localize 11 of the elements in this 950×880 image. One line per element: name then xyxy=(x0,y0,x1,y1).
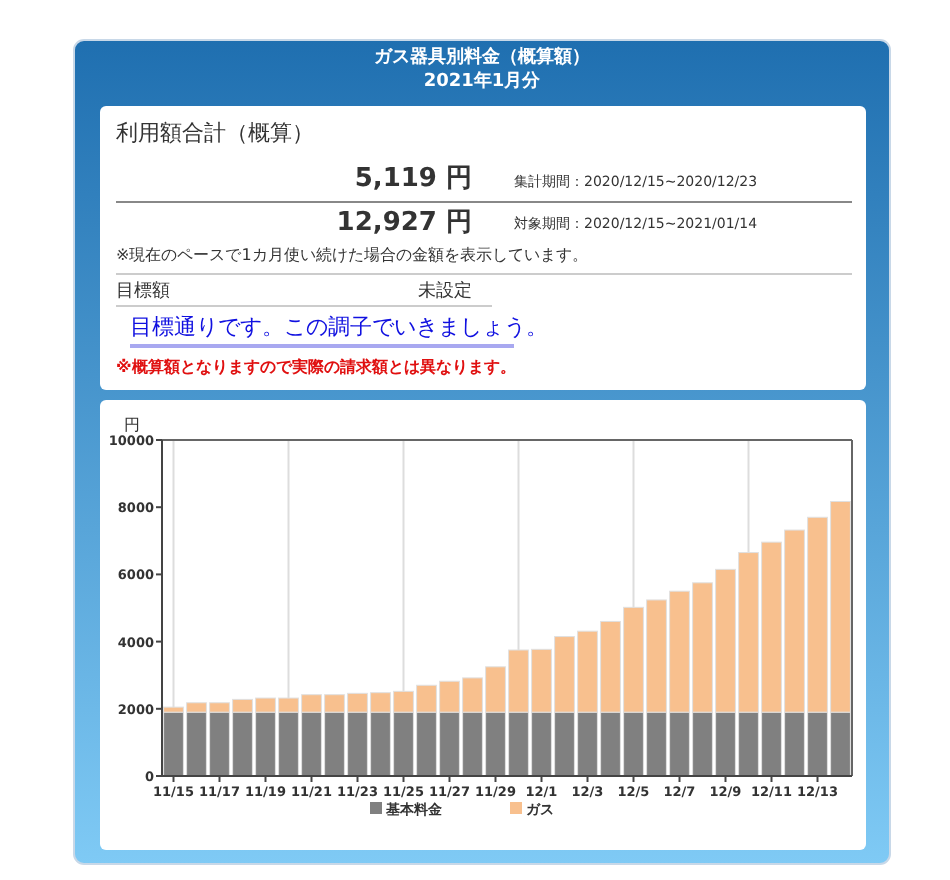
text: ガス器具別料金（概算額） xyxy=(374,46,590,68)
text: 12,927 円 xyxy=(336,208,472,238)
text: 目標額 xyxy=(116,280,170,302)
text: ※概算額となりますので実際の請求額とは異なります。 xyxy=(116,356,516,376)
text: 2021年1月分 xyxy=(423,70,543,92)
text: 利用額合計（概算） xyxy=(116,120,314,146)
text: ※現在のペースで1カ月使い続けた場合の金額を表示しています。 xyxy=(116,246,588,264)
text: 目標通りです。この調子でいきましょう。 xyxy=(130,314,548,340)
text: 未設定 xyxy=(418,280,472,302)
text: 5,119 円 xyxy=(354,164,472,194)
y-axis-title: 円 xyxy=(124,416,140,434)
